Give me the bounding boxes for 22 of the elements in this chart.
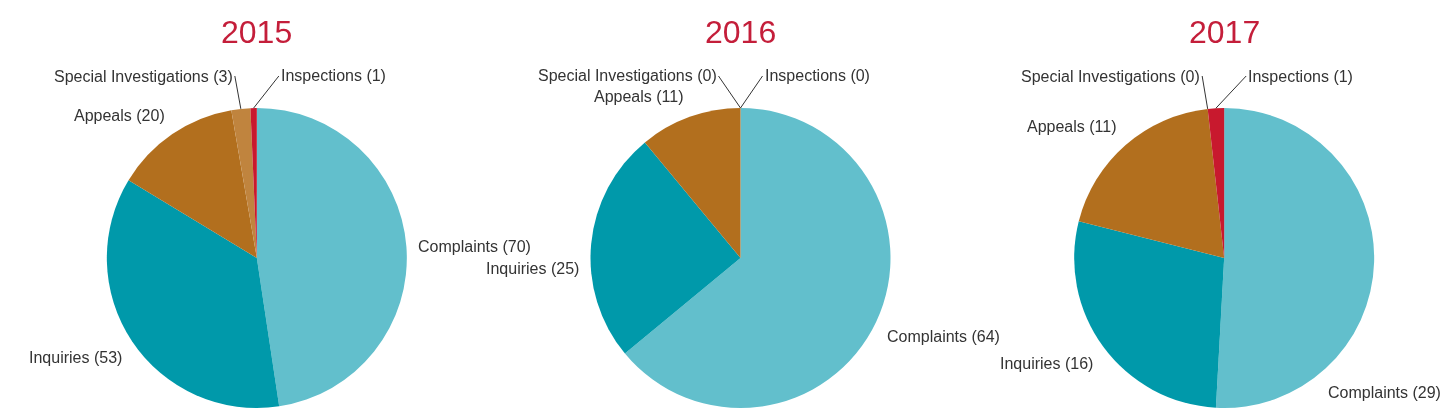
slice-label: Inspections (1): [1248, 68, 1353, 85]
category-label: Inspections (0): [765, 67, 870, 84]
pie-slice: [590, 142, 741, 354]
chart-title: 2015: [221, 14, 293, 50]
slice-label: Complaints (70): [418, 238, 531, 255]
slice-label: Inquiries (16): [1000, 355, 1094, 372]
slice-label: Special Investigations (3): [54, 68, 233, 85]
slice-label: Inquiries (53): [29, 349, 123, 366]
slice-label: Appeals (11): [594, 88, 684, 105]
pie-slice: [256, 108, 407, 407]
chart-title: 2017: [1189, 14, 1261, 50]
slice-label: Appeals (11): [1027, 118, 1117, 135]
slice-label: Appeals (20): [74, 107, 165, 124]
pie-slice: [231, 108, 257, 258]
chart-title: 2016: [705, 14, 777, 50]
pie-slice: [644, 108, 741, 258]
slice-label: Inspections (1): [281, 67, 386, 84]
category-label: Special Investigations (0): [1021, 68, 1200, 85]
slice-label: Complaints (29): [1328, 384, 1441, 401]
slice-label: Inquiries (25): [486, 260, 580, 277]
category-label: Special Investigations (0): [538, 67, 717, 84]
slice-label: Complaints (64): [887, 328, 1000, 345]
